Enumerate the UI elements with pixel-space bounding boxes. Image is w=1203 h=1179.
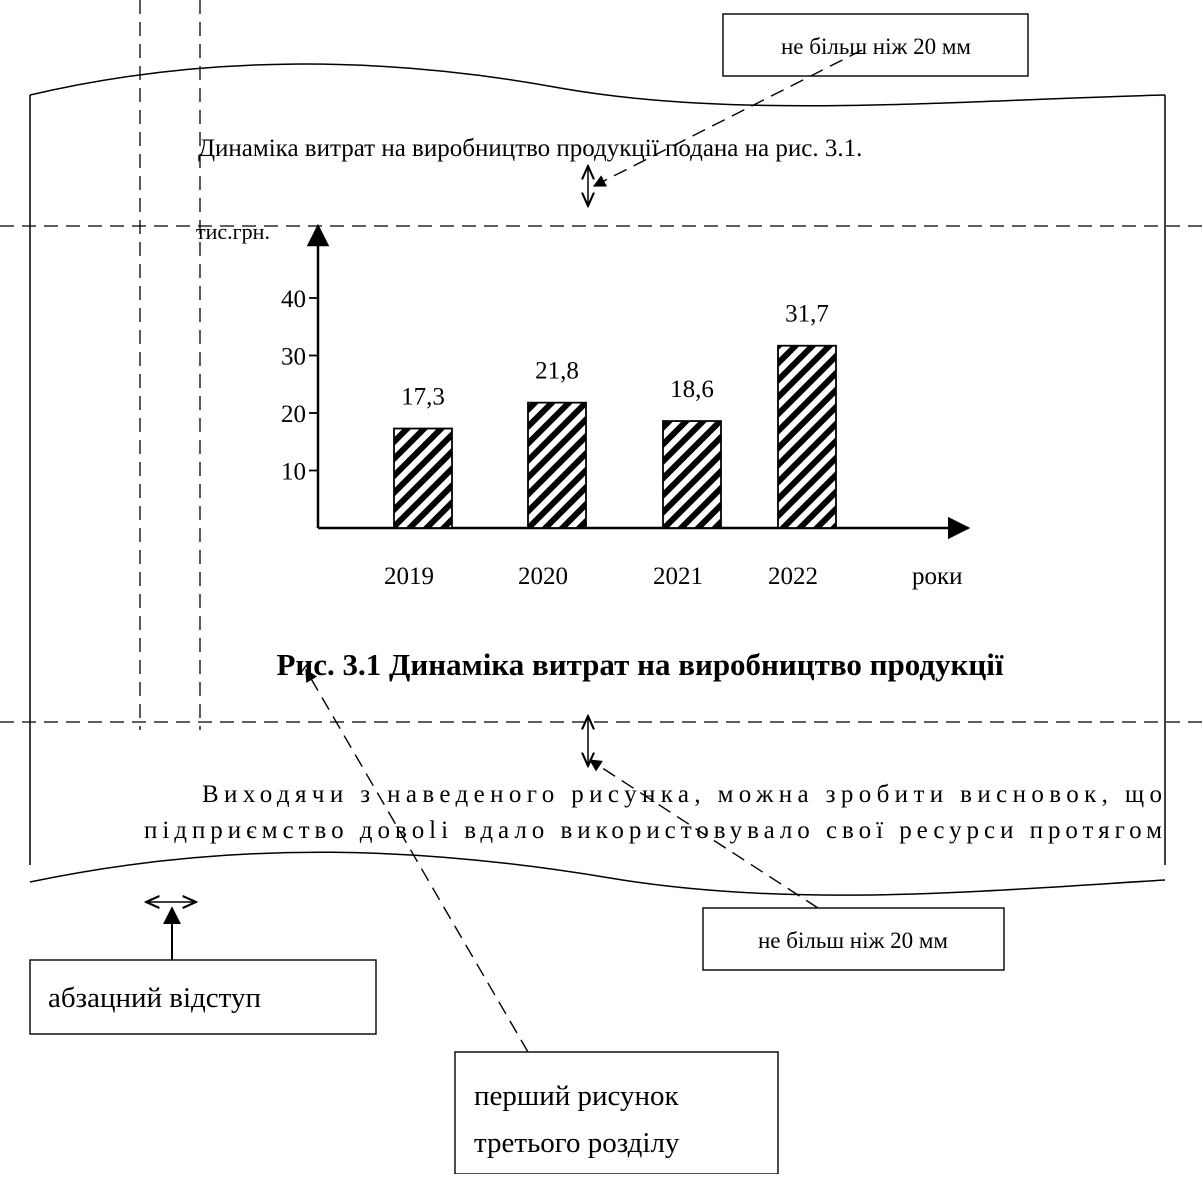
value-label-2020: 21,8: [535, 358, 579, 385]
page-top-edge: [29, 63, 1166, 107]
category-label-2020: 2020: [518, 563, 568, 590]
category-label-2022: 2022: [768, 563, 818, 590]
callout-bottom-box: [702, 907, 1005, 971]
callout-top-leader: [592, 49, 863, 187]
bar-2020: [527, 401, 587, 529]
callout-figure-leader: [305, 668, 529, 1053]
category-label-2019: 2019: [384, 563, 434, 590]
callout-figure-box: [454, 1051, 779, 1175]
page-outline: [29, 63, 1166, 896]
callout-top-box: [722, 13, 1029, 77]
callout-indent-box: [29, 959, 377, 1035]
body-line-1: Виходячи з наведеного рисунка, можна зро…: [202, 781, 1162, 808]
value-label-2021: 18,6: [670, 376, 714, 403]
y-tick-label: 30: [281, 344, 306, 371]
y-tick-label: 20: [281, 401, 306, 428]
callout-figure-line-2: третього розділу: [474, 1127, 680, 1159]
y-ticks: 10 20 30 40: [281, 286, 318, 486]
y-tick-label: 10: [281, 459, 306, 486]
guide-lines: [0, 0, 1203, 730]
bar-2021: [662, 420, 722, 529]
callout-figure: перший рисунок третього розділу: [305, 668, 779, 1175]
callout-bottom-leader: [588, 759, 819, 909]
category-label-2021: 2021: [653, 563, 703, 590]
x-axis-label: роки: [912, 563, 963, 590]
bar-2022: [777, 344, 837, 529]
figure-caption: Рис. 3.1 Динаміка витрат на виробництво …: [277, 647, 1004, 682]
value-label-2022: 31,7: [785, 301, 829, 328]
callout-bottom: не більш ніж 20 мм: [588, 759, 1005, 971]
page-bottom-edge: [29, 851, 1166, 896]
callout-top-text: не більш ніж 20 мм: [781, 34, 971, 59]
body-line-2: підприємство довolі вдало використовувал…: [144, 817, 1162, 844]
y-tick-label: 40: [281, 286, 306, 313]
bar-2019: [393, 427, 453, 529]
callout-bottom-text: не більш ніж 20 мм: [758, 928, 948, 953]
value-label-2019: 17,3: [401, 384, 445, 411]
value-labels: 17,3 21,8 18,6 31,7: [401, 301, 829, 411]
y-axis-label: тис.грн.: [196, 219, 270, 244]
callout-top: не більш ніж 20 мм: [592, 13, 1029, 187]
callout-figure-line-1: перший рисунок: [474, 1080, 680, 1112]
category-labels: 2019 2020 2021 2022: [384, 563, 818, 590]
callout-indent-text: абзацний відступ: [48, 982, 261, 1014]
intro-paragraph: Динаміка витрат на виробництво продукції…: [198, 135, 862, 162]
callout-indent: абзацний відступ: [29, 902, 377, 1035]
bars: [393, 344, 837, 529]
